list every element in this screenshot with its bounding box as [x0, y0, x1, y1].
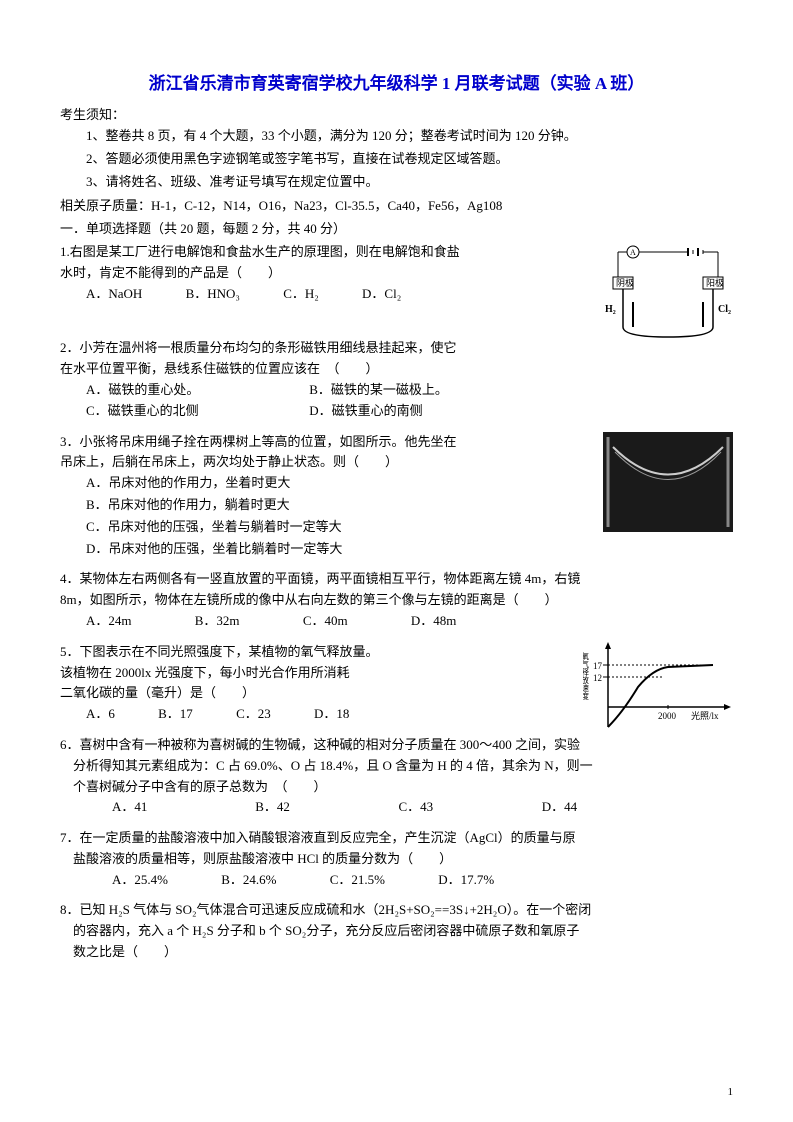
question-2: 2．小芳在温州将一根质量分布均匀的条形磁铁用细线悬挂起来，使它 在水平位置平衡，…	[60, 338, 733, 421]
svg-text:12: 12	[593, 673, 602, 683]
exam-title: 浙江省乐清市育英寄宿学校九年级科学 1 月联考试题（实验 A 班）	[60, 70, 733, 97]
q1-opt-d: D．Cl₂	[362, 284, 401, 305]
q7-opt-c: C．21.5%	[330, 870, 385, 891]
question-5: 17 12 2000 光照/lx 氧气释放速度 5．下图表示在不同光照强度下，某…	[60, 642, 733, 725]
q2-opt-d: D．磁铁重心的南侧	[309, 401, 529, 422]
q7-text-2: 盐酸溶液的质量相等，则原盐酸溶液中 HCl 的质量分数为（ ）	[60, 849, 733, 870]
q4-text-1: 4．某物体左右两侧各有一竖直放置的平面镜，两平面镜相互平行，物体距离左镜 4m，…	[60, 569, 733, 590]
svg-text:光照/lx: 光照/lx	[691, 710, 719, 721]
q6-opt-d: D．44	[542, 799, 577, 814]
question-4: 4．某物体左右两侧各有一竖直放置的平面镜，两平面镜相互平行，物体距离左镜 4m，…	[60, 569, 733, 631]
q1-opt-b: B．HNO₃	[186, 284, 240, 305]
notice-1: 1、整卷共 8 页，有 4 个大题，33 个小题，满分为 120 分；整卷考试时…	[60, 126, 733, 147]
q7-opt-b: B．24.6%	[221, 870, 276, 891]
q5-opt-b: B．17	[158, 704, 193, 725]
q1-opt-c: C．H₂	[283, 284, 319, 305]
q1-figure: A 阴极 阳极 H₂ Cl₂	[603, 242, 733, 342]
q2-opt-b: B．磁铁的某一磁极上。	[309, 380, 529, 401]
q5-opt-a: A．6	[86, 704, 115, 725]
question-3: 3．小张将吊床用绳子拴在两棵树上等高的位置，如图所示。他先坐在 吊床上，后躺在吊…	[60, 432, 733, 560]
svg-text:阳极: 阳极	[706, 277, 724, 288]
q7-opt-d: D．17.7%	[438, 870, 494, 891]
q8-text-1: 8．已知 H₂S 气体与 SO₂气体混合可迅速反应成硫和水（2H₂S+SO₂==…	[60, 900, 733, 921]
q3-figure	[603, 432, 733, 532]
q6-text-2: 分析得知其元素组成为：C 占 69.0%、O 占 18.4%，且 O 含量为 H…	[60, 756, 733, 777]
question-1: A 阴极 阳极 H₂ Cl₂ 1.右图是某工厂进行电解饱和食盐水生产的原理图，则…	[60, 242, 733, 304]
question-7: 7．在一定质量的盐酸溶液中加入硝酸银溶液直到反应完全，产生沉淀（AgCl）的质量…	[60, 828, 733, 890]
svg-text:氧气释放速度: 氧气释放速度	[583, 651, 590, 701]
svg-text:2000: 2000	[658, 711, 677, 721]
q7-text-1: 7．在一定质量的盐酸溶液中加入硝酸银溶液直到反应完全，产生沉淀（AgCl）的质量…	[60, 828, 733, 849]
q4-opt-b: B．32m	[195, 611, 240, 632]
q4-text-2: 8m，如图所示，物体在左镜所成的像中从右向左数的第三个像与左镜的距离是（ ）	[60, 590, 733, 611]
q4-opt-c: C．40m	[303, 611, 348, 632]
notice-3: 3、请将姓名、班级、准考证号填写在规定位置中。	[60, 172, 733, 193]
q4-opt-a: A．24m	[86, 611, 132, 632]
q4-opt-d: D．48m	[411, 611, 457, 632]
q2-opt-c: C．磁铁重心的北侧	[86, 401, 306, 422]
q1-opt-a: A．NaOH	[86, 284, 142, 305]
svg-text:H₂: H₂	[605, 304, 616, 315]
notice-2: 2、答题必须使用黑色字迹钢笔或签字笔书写，直接在试卷规定区域答题。	[60, 149, 733, 170]
q6-opt-a: A．41	[112, 797, 252, 818]
q5-opt-c: C．23	[236, 704, 271, 725]
q8-text-3: 数之比是（ ）	[60, 942, 733, 963]
q3-opt-d: D．吊床对他的压强，坐着比躺着时一定等大	[86, 539, 733, 560]
q5-figure: 17 12 2000 光照/lx 氧气释放速度	[583, 637, 733, 747]
q6-opt-c: C．43	[399, 797, 539, 818]
question-8: 8．已知 H₂S 气体与 SO₂气体混合可迅速反应成硫和水（2H₂S+SO₂==…	[60, 900, 733, 962]
q5-opt-d: D．18	[314, 704, 349, 725]
q2-opt-a: A．磁铁的重心处。	[86, 380, 306, 401]
svg-text:阴极: 阴极	[616, 277, 634, 288]
svg-text:17: 17	[593, 661, 603, 671]
q6-opt-b: B．42	[255, 797, 395, 818]
q7-opt-a: A．25.4%	[112, 870, 168, 891]
question-6: 6．喜树中含有一种被称为喜树碱的生物碱，这种碱的相对分子质量在 300～400 …	[60, 735, 733, 818]
page-number: 1	[728, 1084, 734, 1102]
section-1-header: 一．单项选择题（共 20 题，每题 2 分，共 40 分）	[60, 219, 733, 240]
svg-text:A: A	[630, 248, 636, 257]
q6-text-3: 个喜树碱分子中含有的原子总数为 （ ）	[60, 777, 733, 798]
svg-text:Cl₂: Cl₂	[718, 304, 731, 315]
notice-header: 考生须知：	[60, 105, 733, 126]
q8-text-2: 的容器内，充入 a 个 H₂S 分子和 b 个 SO₂分子，充分反应后密闭容器中…	[60, 921, 733, 942]
q2-text-2: 在水平位置平衡，悬线系住磁铁的位置应该在 （ ）	[60, 359, 733, 380]
atomic-mass: 相关原子质量：H-1，C-12，N14，O16，Na23，Cl-35.5，Ca4…	[60, 196, 733, 217]
